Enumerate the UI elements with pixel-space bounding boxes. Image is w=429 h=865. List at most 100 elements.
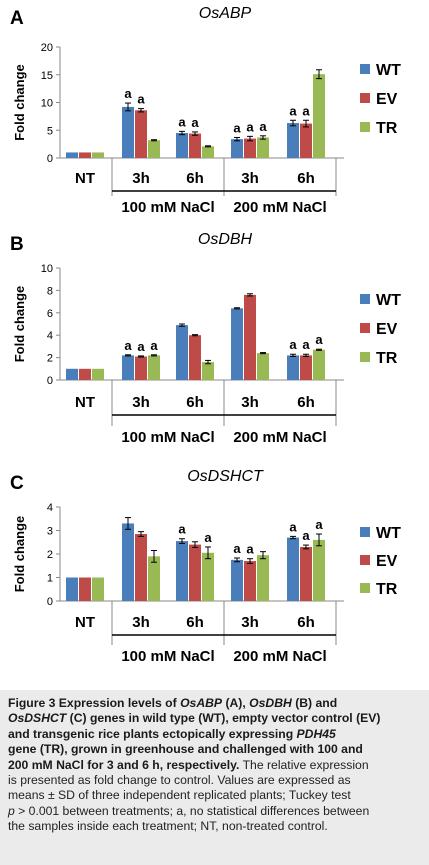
bar-wt-3h bbox=[231, 139, 243, 158]
bar-wt-6h bbox=[287, 355, 299, 380]
significance-label: a bbox=[302, 337, 310, 352]
bar-tr-3h bbox=[257, 137, 269, 158]
legend-swatch-ev bbox=[360, 323, 370, 333]
y-tick-label: 0 bbox=[47, 153, 53, 165]
significance-label: a bbox=[233, 120, 241, 135]
group-label: 100 mM NaCl bbox=[121, 199, 214, 216]
caption-p-symbol: p bbox=[8, 803, 15, 818]
bar-wt-6h bbox=[287, 123, 299, 158]
bar-tr-3h bbox=[148, 140, 160, 158]
chart-title: OsABP bbox=[199, 5, 252, 22]
y-tick-label: 10 bbox=[41, 263, 53, 275]
bar-ev-6h bbox=[300, 355, 312, 380]
bar-ev-3h bbox=[135, 356, 147, 380]
bar-ev-nt bbox=[79, 368, 91, 380]
x-tick-label: 6h bbox=[297, 394, 315, 411]
caption-text-3: means ± SD of three independent replicat… bbox=[8, 788, 351, 803]
x-tick-label: 6h bbox=[297, 170, 315, 187]
y-tick-label: 0 bbox=[47, 375, 53, 387]
significance-label: a bbox=[137, 92, 145, 107]
legend-swatch-tr bbox=[360, 352, 370, 362]
y-axis-label: Fold change bbox=[12, 516, 27, 593]
caption-gene-3: OsDSHCT bbox=[8, 711, 67, 726]
significance-label: a bbox=[191, 115, 199, 130]
y-tick-label: 3 bbox=[47, 526, 53, 538]
panel-letter: B bbox=[10, 234, 24, 255]
bar-ev-6h bbox=[300, 546, 312, 601]
bar-tr-3h bbox=[148, 556, 160, 601]
bar-wt-6h bbox=[176, 541, 188, 601]
bar-tr-6h bbox=[202, 362, 214, 380]
significance-label: a bbox=[302, 103, 310, 118]
bar-wt-6h bbox=[176, 133, 188, 158]
caption-gene-4: PDH45 bbox=[296, 726, 336, 741]
y-tick-label: 10 bbox=[41, 98, 53, 110]
legend-swatch-ev bbox=[360, 93, 370, 103]
caption-bold-1: Expression levels of bbox=[58, 696, 181, 710]
y-tick-label: 4 bbox=[47, 330, 53, 342]
significance-label: a bbox=[289, 337, 297, 352]
y-tick-label: 4 bbox=[47, 502, 53, 514]
caption-bold-4: (C) genes in wild type (WT), empty vecto… bbox=[66, 711, 381, 726]
bar-wt-nt bbox=[66, 577, 78, 601]
bar-wt-3h bbox=[122, 106, 134, 158]
legend-swatch-ev bbox=[360, 555, 370, 565]
bar-tr-3h bbox=[148, 355, 160, 380]
significance-label: a bbox=[246, 542, 254, 557]
bar-ev-3h bbox=[244, 561, 256, 601]
x-tick-label: NT bbox=[75, 170, 95, 187]
bar-tr-nt bbox=[92, 368, 104, 380]
bar-tr-6h bbox=[313, 349, 325, 380]
legend-label-wt: WT bbox=[376, 292, 401, 309]
bar-wt-3h bbox=[122, 355, 134, 380]
bar-tr-6h bbox=[202, 552, 214, 601]
bar-tr-6h bbox=[202, 146, 214, 158]
significance-label: a bbox=[124, 338, 132, 353]
bar-wt-3h bbox=[122, 523, 134, 601]
group-label: 100 mM NaCl bbox=[121, 648, 214, 665]
bar-ev-3h bbox=[135, 534, 147, 601]
y-tick-label: 15 bbox=[41, 70, 53, 82]
x-tick-label: 6h bbox=[186, 394, 204, 411]
bar-ev-6h bbox=[189, 544, 201, 601]
y-tick-label: 5 bbox=[47, 125, 53, 137]
y-tick-label: 2 bbox=[47, 353, 53, 365]
x-tick-label: NT bbox=[75, 614, 95, 631]
caption-text-5: the samples inside each treatment; NT, n… bbox=[8, 819, 328, 834]
legend-label-tr: TR bbox=[376, 350, 398, 367]
significance-label: a bbox=[204, 530, 212, 545]
legend-label-ev: EV bbox=[376, 321, 398, 338]
bar-ev-nt bbox=[79, 577, 91, 601]
bar-wt-6h bbox=[287, 537, 299, 601]
y-tick-label: 2 bbox=[47, 549, 53, 561]
x-tick-label: 6h bbox=[297, 614, 315, 631]
panel-letter: C bbox=[10, 473, 24, 494]
x-tick-label: 3h bbox=[132, 170, 150, 187]
bar-ev-3h bbox=[135, 110, 147, 158]
bar-wt-6h bbox=[176, 325, 188, 380]
significance-label: a bbox=[289, 519, 297, 534]
caption-gene-2: OsDBH bbox=[249, 696, 292, 710]
bar-tr-3h bbox=[257, 353, 269, 380]
bar-ev-3h bbox=[244, 294, 256, 380]
group-label: 100 mM NaCl bbox=[121, 429, 214, 446]
significance-label: a bbox=[289, 103, 297, 118]
legend-label-tr: TR bbox=[376, 581, 398, 598]
caption-bold-7: 200 mM NaCl for 3 and 6 h, respectively. bbox=[8, 757, 240, 772]
caption-text-4: > 0.001 between treatments; a, no statis… bbox=[14, 803, 370, 818]
significance-label: a bbox=[137, 339, 145, 354]
significance-label: a bbox=[124, 86, 132, 101]
y-tick-label: 8 bbox=[47, 285, 53, 297]
significance-label: a bbox=[178, 522, 186, 537]
group-label: 200 mM NaCl bbox=[233, 429, 326, 446]
bar-ev-6h bbox=[189, 133, 201, 158]
significance-label: a bbox=[150, 338, 158, 353]
caption-bold-2: (A), bbox=[222, 696, 250, 710]
caption-bold-6: gene (TR), grown in greenhouse and chall… bbox=[8, 742, 363, 757]
bar-tr-nt bbox=[92, 152, 104, 158]
legend-label-wt: WT bbox=[376, 62, 401, 79]
bar-ev-nt bbox=[79, 152, 91, 158]
bar-ev-6h bbox=[189, 335, 201, 380]
caption-gene-1: OsABP bbox=[180, 696, 223, 710]
